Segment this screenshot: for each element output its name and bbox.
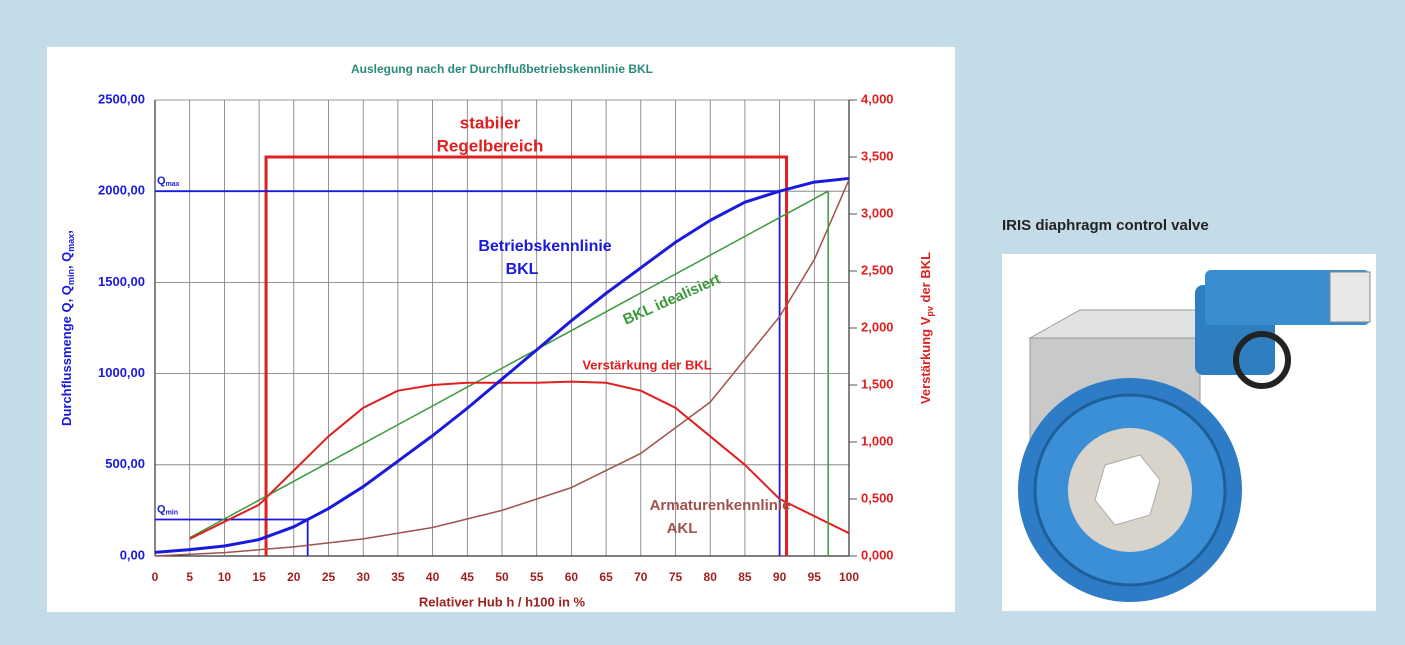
- series-line: [154, 176, 850, 554]
- x-tick-label: 30: [357, 570, 371, 584]
- series-line: [154, 179, 850, 557]
- qmin-label-sub: min: [166, 509, 178, 516]
- annotation: Armaturenkennlinie: [650, 497, 791, 514]
- y-axis-label-part: max: [66, 234, 76, 252]
- series-line: [189, 380, 850, 540]
- x-tick-label: 60: [565, 570, 579, 584]
- valve-photo: [1018, 270, 1371, 602]
- y2-tick-label: 2,500: [861, 262, 894, 277]
- y2-tick-label: 3,000: [861, 205, 894, 220]
- y-tick-label: 2000,00: [98, 183, 145, 198]
- range-box: [264, 155, 789, 556]
- chart-title: Auslegung nach der Durchflußbetriebskenn…: [351, 62, 653, 76]
- y-axis-label-part: ,: [59, 230, 74, 234]
- y2-tick-label: 0,500: [861, 490, 894, 505]
- y-tick-label: 1500,00: [98, 274, 145, 289]
- x-tick-label: 40: [426, 570, 440, 584]
- y-axis-label-part: min: [66, 269, 76, 285]
- caption: IRIS diaphragm control valve: [1002, 217, 1209, 234]
- x-tick-label: 100: [839, 570, 859, 584]
- y-tick-label: 500,00: [105, 456, 145, 471]
- annotation: Betriebskennlinie: [478, 238, 611, 255]
- y2-axis-label-part: pv: [925, 306, 935, 317]
- y2-axis-label: Verstärkung Vpv der BKL: [918, 252, 935, 404]
- annotation: Regelbereich: [437, 136, 544, 155]
- y2-tick-label: 2,000: [861, 319, 894, 334]
- x-tick-label: 45: [461, 570, 475, 584]
- x-tick-label: 25: [322, 570, 336, 584]
- x-tick-label: 50: [495, 570, 509, 584]
- qmax-label: Qmax: [157, 175, 180, 188]
- annotation: AKL: [667, 520, 698, 537]
- y-tick-label: 0,00: [120, 547, 145, 562]
- x-axis-label: Relativer Hub h / h100 in %: [419, 594, 586, 609]
- annotation: BKL: [506, 261, 539, 278]
- x-tick-label: 90: [773, 570, 787, 584]
- qmin-label-main: Q: [157, 503, 166, 515]
- annotation: Verstärkung der BKL: [582, 357, 711, 372]
- qmax-label-sub: max: [166, 181, 180, 188]
- y2-tick-label: 3,500: [861, 148, 894, 163]
- x-tick-label: 0: [152, 570, 159, 584]
- qmin-label: Qmin: [157, 503, 178, 516]
- x-tick-label: 65: [599, 570, 613, 584]
- chart-panel: [47, 47, 955, 612]
- y-tick-label: 2500,00: [98, 91, 145, 106]
- y2-tick-label: 0,000: [861, 547, 894, 562]
- x-tick-label: 85: [738, 570, 752, 584]
- y-axis-label-part: Durchflussmenge Q, Q: [59, 285, 74, 426]
- x-tick-label: 95: [808, 570, 822, 584]
- x-tick-label: 10: [218, 570, 232, 584]
- x-tick-label: 15: [252, 570, 266, 584]
- x-tick-label: 75: [669, 570, 683, 584]
- x-tick-label: 70: [634, 570, 648, 584]
- qmax-label-main: Q: [157, 175, 166, 187]
- y2-tick-label: 4,000: [861, 91, 894, 106]
- y-tick-label: 1000,00: [98, 365, 145, 380]
- x-tick-label: 55: [530, 570, 544, 584]
- y2-axis-label-part: der BKL: [918, 252, 933, 306]
- y-axis-label: Durchflussmenge Q, Qmin, Qmax,: [59, 230, 76, 426]
- y2-tick-label: 1,000: [861, 433, 894, 448]
- x-tick-label: 5: [186, 570, 193, 584]
- y2-axis-label-part: Verstärkung V: [918, 316, 933, 404]
- annotation: stabiler: [460, 113, 521, 132]
- x-tick-label: 35: [391, 570, 405, 584]
- x-tick-label: 80: [704, 570, 718, 584]
- series-line: [189, 190, 829, 539]
- x-tick-label: 20: [287, 570, 301, 584]
- y2-tick-label: 1,500: [861, 376, 894, 391]
- y-axis-label-part: , Q: [59, 252, 74, 269]
